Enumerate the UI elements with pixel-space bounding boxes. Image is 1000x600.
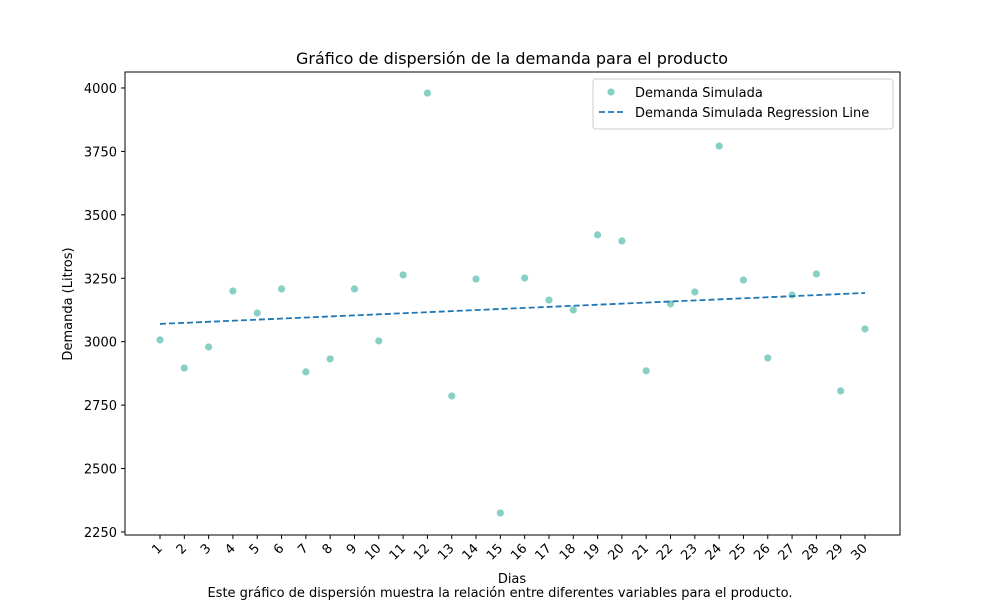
data-point <box>156 336 164 344</box>
data-point <box>448 392 456 400</box>
data-point <box>691 288 699 296</box>
legend-label: Demanda Simulada <box>635 86 763 101</box>
y-tick-label: 2750 <box>84 399 117 414</box>
data-point <box>253 309 261 317</box>
x-axis-label: Dias <box>498 572 527 587</box>
data-point <box>715 142 723 150</box>
data-point <box>180 364 188 372</box>
y-tick-label: 3000 <box>84 336 117 351</box>
data-point <box>302 368 310 376</box>
data-point <box>229 287 237 295</box>
chart-title: Gráfico de dispersión de la demanda para… <box>296 49 728 68</box>
data-point <box>277 285 286 293</box>
data-point <box>837 387 845 395</box>
data-point <box>423 89 432 97</box>
data-point <box>739 276 748 284</box>
data-point <box>496 509 504 517</box>
y-tick-label: 3250 <box>84 272 117 287</box>
y-tick-label: 2250 <box>84 526 117 541</box>
data-point <box>569 306 577 314</box>
data-point <box>861 325 869 333</box>
data-point <box>788 291 796 299</box>
plot-frame <box>124 71 901 536</box>
data-point <box>521 274 529 282</box>
data-point <box>326 355 334 363</box>
legend-box <box>592 78 894 130</box>
data-point <box>399 271 407 279</box>
data-point <box>642 367 650 375</box>
legend-label: Demanda Simulada Regression Line <box>635 106 869 121</box>
data-point <box>812 270 820 278</box>
y-tick-label: 3750 <box>84 145 117 160</box>
data-point <box>350 285 359 293</box>
data-point <box>618 237 626 245</box>
data-point <box>545 296 553 304</box>
caption: Este gráfico de dispersión muestra la re… <box>207 586 792 600</box>
data-point <box>764 354 772 362</box>
y-tick-label: 4000 <box>84 82 117 97</box>
data-point <box>472 275 480 283</box>
data-point <box>205 343 213 351</box>
regression-line <box>159 292 866 325</box>
data-point <box>593 231 602 239</box>
y-axis-label: Demanda (Litros) <box>61 247 76 360</box>
y-tick-label: 2500 <box>84 463 117 478</box>
data-point <box>375 337 383 345</box>
legend-marker <box>607 88 615 96</box>
y-tick-label: 3500 <box>84 209 117 224</box>
